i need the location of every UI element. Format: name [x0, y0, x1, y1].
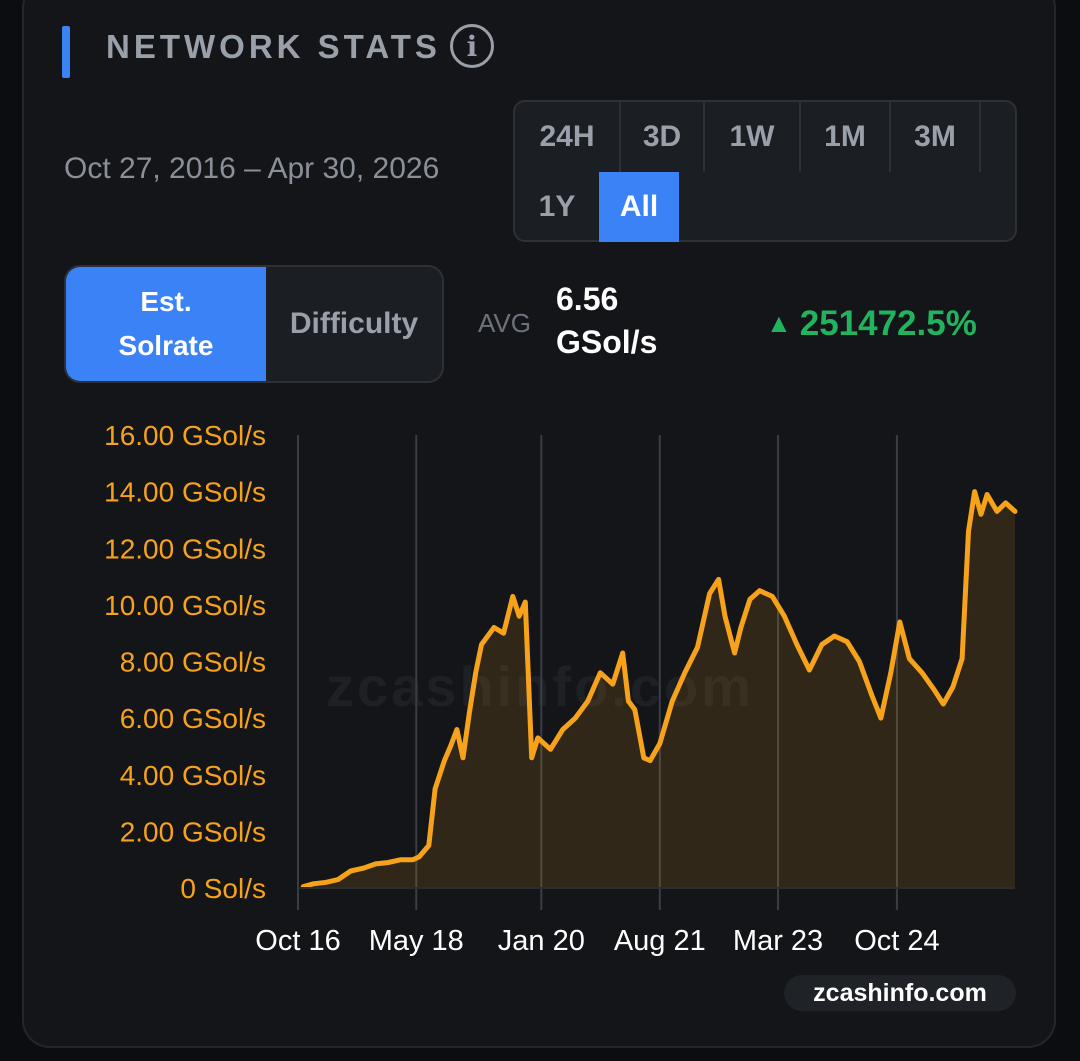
divider — [799, 102, 801, 172]
page-title: NETWORK STATS — [106, 28, 441, 65]
y-tick-label: 16.00 GSol/s — [104, 420, 266, 451]
x-tick-label: Jan 20 — [498, 925, 585, 957]
time-range-selector: 24H 3D 1W 1M 3M 1Y All — [513, 100, 1017, 242]
x-tick-label: Oct 16 — [255, 925, 340, 957]
range-button-3d[interactable]: 3D — [642, 120, 682, 153]
x-tick-label: Oct 24 — [854, 925, 939, 957]
est-solrate-label-line1: Est. — [140, 286, 192, 317]
divider — [619, 102, 621, 172]
y-tick-label: 4.00 GSol/s — [120, 760, 266, 791]
y-tick-label: 0 Sol/s — [180, 873, 266, 904]
difficulty-button[interactable]: Difficulty — [289, 307, 419, 340]
info-icon[interactable]: i — [450, 24, 494, 68]
range-button-1m[interactable]: 1M — [824, 120, 866, 153]
range-button-all[interactable]: All — [599, 172, 679, 242]
x-tick-label: Mar 23 — [733, 925, 823, 957]
y-tick-label: 14.00 GSol/s — [104, 477, 266, 508]
y-tick-label: 6.00 GSol/s — [120, 703, 266, 734]
change-indicator: ▲ 251472.5% — [766, 304, 977, 344]
y-tick-label: 8.00 GSol/s — [120, 647, 266, 678]
metric-toggle: Est. Solrate Difficulty — [64, 265, 444, 383]
y-tick-label: 12.00 GSol/s — [104, 533, 266, 564]
avg-value-unit: GSol/s — [556, 324, 658, 360]
triangle-up-icon: ▲ — [766, 308, 792, 338]
range-button-1w[interactable]: 1W — [729, 120, 775, 153]
range-button-24h[interactable]: 24H — [539, 120, 595, 153]
avg-label: AVG — [478, 308, 531, 338]
series-line — [300, 489, 1018, 890]
watermark-badge: zcashinfo.com — [784, 975, 1016, 1011]
y-tick-label: 10.00 GSol/s — [104, 590, 266, 621]
est-solrate-label-line2: Solrate — [118, 330, 214, 361]
series-area — [303, 491, 1015, 888]
date-range-label: Oct 27, 2016 – Apr 30, 2026 — [64, 152, 440, 185]
divider — [979, 102, 981, 172]
divider — [703, 102, 705, 172]
change-value: 251472.5% — [799, 304, 977, 343]
title-accent-bar — [62, 26, 70, 78]
range-button-1y[interactable]: 1Y — [538, 190, 576, 223]
avg-value: 6.56 GSol/s — [556, 278, 706, 364]
avg-value-number: 6.56 — [556, 281, 619, 317]
range-button-3m[interactable]: 3M — [914, 120, 956, 153]
x-tick-label: May 18 — [369, 925, 464, 957]
y-tick-label: 2.00 GSol/s — [120, 816, 266, 847]
x-tick-label: Aug 21 — [614, 925, 706, 957]
est-solrate-button[interactable]: Est. Solrate — [66, 267, 266, 381]
divider — [889, 102, 891, 172]
